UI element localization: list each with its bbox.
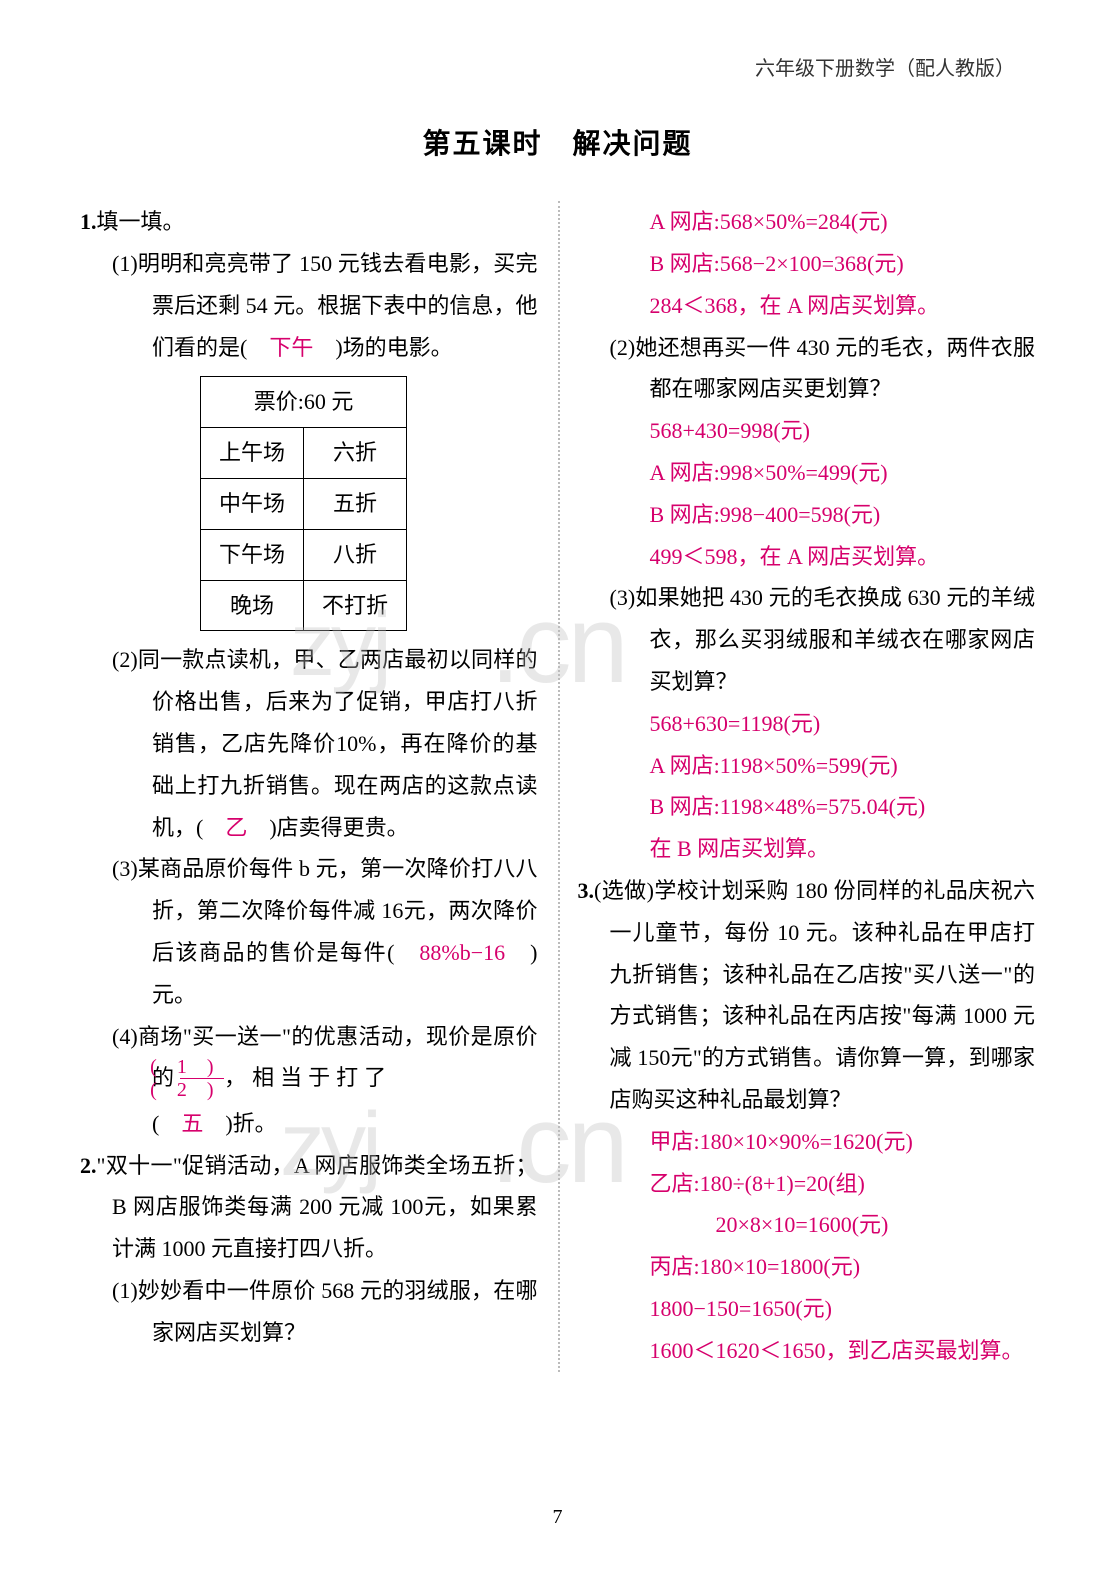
table-cell: 下午场 bbox=[201, 529, 304, 580]
frac-numerator: ( 1 ) bbox=[180, 1056, 225, 1079]
page-header: 六年级下册数学（配人教版） bbox=[0, 0, 1115, 98]
q3-ans3: 20×8×10=1600(元) bbox=[578, 1204, 1036, 1246]
q2-3: (3)如果她把 430 元的毛衣换成 630 元的羊绒衣，那么买羽绒服和羊绒衣在… bbox=[578, 577, 1036, 702]
q1-4-text-d: )折。 bbox=[203, 1111, 276, 1136]
q2-1-ans3: 284＜368，在 A 网店买划算。 bbox=[578, 285, 1036, 327]
content-area: 1.填一填。 (1)明明和亮亮带了 150 元钱去看电影，买完票后还剩 54 元… bbox=[0, 201, 1115, 1371]
q3-text: (选做)学校计划采购 180 份同样的礼品庆祝六一儿童节，每份 10 元。该种礼… bbox=[594, 878, 1035, 1112]
q1-2-text-b: )店卖得更贵。 bbox=[247, 815, 408, 840]
table-cell: 八折 bbox=[304, 529, 407, 580]
q1-2-answer: 乙 bbox=[225, 815, 247, 840]
page-number: 7 bbox=[0, 1498, 1115, 1536]
q2-1-ans1: A 网店:568×50%=284(元) bbox=[578, 201, 1036, 243]
q3: 3.(选做)学校计划采购 180 份同样的礼品庆祝六一儿童节，每份 10 元。该… bbox=[578, 870, 1036, 1121]
q1-1: (1)明明和亮亮带了 150 元钱去看电影，买完票后还剩 54 元。根据下表中的… bbox=[80, 243, 538, 368]
q1-2-text-a: 同一款点读机，甲、乙两店最初以同样的价格出售，后来为了促销，甲店打八折销售，乙店… bbox=[138, 647, 538, 839]
q2-3-ans4: 在 B 网店买划算。 bbox=[578, 828, 1036, 870]
q3-ans4: 丙店:180×10=1800(元) bbox=[578, 1246, 1036, 1288]
q1-1-answer: 下午 bbox=[269, 335, 313, 360]
q2-text: "双十一"促销活动，A 网店服饰类全场五折；B 网店服饰类每满 200 元减 1… bbox=[97, 1153, 538, 1262]
q2-1-ans2: B 网店:568−2×100=368(元) bbox=[578, 243, 1036, 285]
q1-3-answer: 88%b−16 bbox=[419, 940, 505, 965]
column-divider bbox=[558, 201, 560, 1371]
q1-1-text-b: )场的电影。 bbox=[313, 335, 452, 360]
q2-2-text: 她还想再买一件 430 元的毛衣，两件衣服都在哪家网店买更划算？ bbox=[635, 335, 1035, 402]
q2-2-ans3: B 网店:998−400=598(元) bbox=[578, 494, 1036, 536]
table-header: 票价:60 元 bbox=[201, 377, 407, 428]
q1-4-cont: ( 五 )折。 bbox=[80, 1103, 538, 1145]
q2-1-label: (1) bbox=[112, 1278, 138, 1303]
q2-label: 2. bbox=[80, 1153, 97, 1178]
q2-2: (2)她还想再买一件 430 元的毛衣，两件衣服都在哪家网店买更划算？ bbox=[578, 327, 1036, 411]
q2: 2."双十一"促销活动，A 网店服饰类全场五折；B 网店服饰类每满 200 元减… bbox=[80, 1145, 538, 1270]
q2-3-ans1: 568+630=1198(元) bbox=[578, 703, 1036, 745]
price-table: 票价:60 元 上午场六折 中午场五折 下午场八折 晚场不打折 bbox=[200, 376, 407, 631]
table-cell: 中午场 bbox=[201, 478, 304, 529]
table-cell: 晚场 bbox=[201, 580, 304, 631]
q3-ans5: 1800−150=1650(元) bbox=[578, 1288, 1036, 1330]
q3-ans6: 1600＜1620＜1650，到乙店买最划算。 bbox=[578, 1330, 1036, 1372]
table-cell: 六折 bbox=[304, 428, 407, 479]
q3-ans2: 乙店:180÷(8+1)=20(组) bbox=[578, 1163, 1036, 1205]
q1-text: 填一填。 bbox=[97, 209, 185, 234]
left-column: 1.填一填。 (1)明明和亮亮带了 150 元钱去看电影，买完票后还剩 54 元… bbox=[60, 201, 558, 1371]
table-cell: 不打折 bbox=[304, 580, 407, 631]
q2-2-ans4: 499＜598，在 A 网店买划算。 bbox=[578, 536, 1036, 578]
q1-4-label: (4) bbox=[112, 1024, 138, 1049]
q1-2: (2)同一款点读机，甲、乙两店最初以同样的价格出售，后来为了促销，甲店打八折销售… bbox=[80, 639, 538, 848]
table-cell: 五折 bbox=[304, 478, 407, 529]
q2-3-ans3: B 网店:1198×48%=575.04(元) bbox=[578, 786, 1036, 828]
q2-3-label: (3) bbox=[610, 585, 636, 610]
q2-2-label: (2) bbox=[610, 335, 636, 360]
q1-3: (3)某商品原价每件 b 元，第一次降价打八八折，第二次降价每件减 16元，两次… bbox=[80, 848, 538, 1015]
q1-4-text-b: ，相当于打了 bbox=[224, 1065, 392, 1090]
q1-2-label: (2) bbox=[112, 647, 138, 672]
q1-4: (4)商场"买一送一"的优惠活动，现价是原价的 ( 1 ) ( 2 ) ，相当于… bbox=[80, 1016, 538, 1103]
q2-3-ans2: A 网店:1198×50%=599(元) bbox=[578, 745, 1036, 787]
q2-1: (1)妙妙看中一件原价 568 元的羽绒服，在哪家网店买划算？ bbox=[80, 1270, 538, 1354]
q2-2-ans1: 568+430=998(元) bbox=[578, 410, 1036, 452]
fraction: ( 1 ) ( 2 ) bbox=[180, 1056, 225, 1101]
lesson-title: 第五课时 解决问题 bbox=[0, 98, 1115, 201]
q1-1-label: (1) bbox=[112, 251, 138, 276]
q1-3-label: (3) bbox=[112, 856, 138, 881]
q1: 1.填一填。 bbox=[80, 201, 538, 243]
q1-4-text-c: ( bbox=[152, 1111, 181, 1136]
q1-4-answer2: 五 bbox=[181, 1111, 203, 1136]
q3-ans1: 甲店:180×10×90%=1620(元) bbox=[578, 1121, 1036, 1163]
q2-3-text: 如果她把 430 元的毛衣换成 630 元的羊绒衣，那么买羽绒服和羊绒衣在哪家网… bbox=[635, 585, 1035, 694]
q3-label: 3. bbox=[578, 878, 595, 903]
q1-label: 1. bbox=[80, 209, 97, 234]
frac-denominator: ( 2 ) bbox=[180, 1079, 225, 1101]
right-column: A 网店:568×50%=284(元) B 网店:568−2×100=368(元… bbox=[558, 201, 1056, 1371]
table-cell: 上午场 bbox=[201, 428, 304, 479]
q2-2-ans2: A 网店:998×50%=499(元) bbox=[578, 452, 1036, 494]
q2-1-text: 妙妙看中一件原价 568 元的羽绒服，在哪家网店买划算？ bbox=[138, 1278, 538, 1345]
